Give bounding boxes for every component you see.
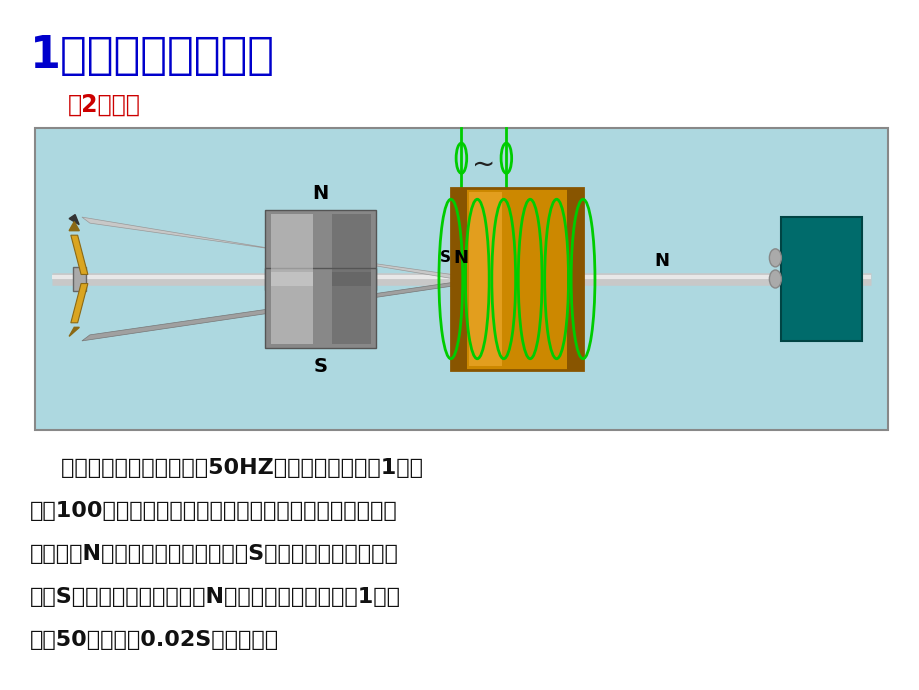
Text: S: S <box>313 357 327 376</box>
Polygon shape <box>69 327 79 337</box>
Ellipse shape <box>768 270 780 288</box>
Bar <box>35 128 887 430</box>
Text: 震动50次，振针0.02S打一个点。: 震动50次，振针0.02S打一个点。 <box>30 630 278 650</box>
Text: 端为S极时振片被永久磁铁的N极吸引向上运动，振片1秒钟: 端为S极时振片被永久磁铁的N极吸引向上运动，振片1秒钟 <box>30 587 401 607</box>
Text: ~: ~ <box>471 150 495 178</box>
Text: 1、电磁打点计时器: 1、电磁打点计时器 <box>30 34 275 77</box>
Text: S: S <box>440 250 451 266</box>
Text: N: N <box>312 184 328 203</box>
Text: （2）原理: （2）原理 <box>68 93 141 117</box>
Polygon shape <box>69 221 79 230</box>
Bar <box>332 213 370 286</box>
Bar <box>265 210 376 290</box>
Polygon shape <box>82 283 451 341</box>
Text: N: N <box>453 249 468 267</box>
Polygon shape <box>82 217 451 278</box>
Polygon shape <box>71 235 88 275</box>
Text: 改变100次方向，振片相当于一个磁极不断变化的电磁铁，: 改变100次方向，振片相当于一个磁极不断变化的电磁铁， <box>30 501 397 521</box>
Bar <box>265 268 376 348</box>
Polygon shape <box>69 215 79 225</box>
Bar <box>469 193 502 366</box>
Ellipse shape <box>768 249 780 267</box>
Text: N: N <box>653 252 669 270</box>
Bar <box>780 217 861 341</box>
Bar <box>270 213 312 286</box>
Text: 当左端为N极时，振片被永久磁铁的S极吸引向下运动；当左: 当左端为N极时，振片被永久磁铁的S极吸引向下运动；当左 <box>30 544 399 564</box>
Bar <box>567 188 583 370</box>
Text: 打点计时器的线圈中通入50HZ的交流电时，电流1秒钟: 打点计时器的线圈中通入50HZ的交流电时，电流1秒钟 <box>30 458 423 478</box>
Bar <box>450 188 466 370</box>
Bar <box>332 273 370 344</box>
Bar <box>450 188 583 370</box>
Bar <box>73 267 86 291</box>
Polygon shape <box>71 284 88 323</box>
Bar <box>270 273 312 344</box>
